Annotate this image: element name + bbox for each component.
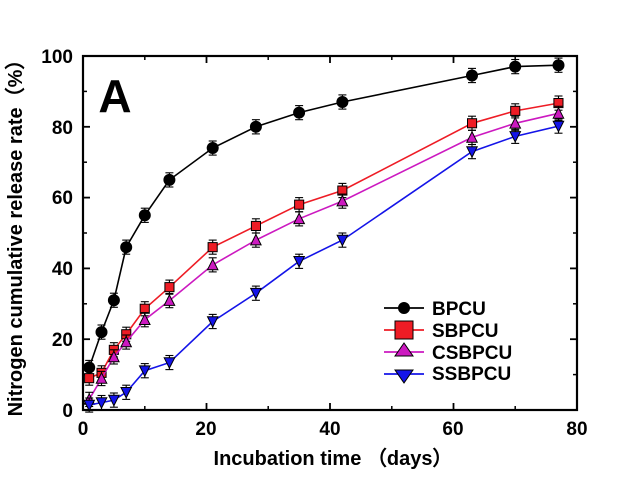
svg-text:20: 20 (52, 330, 73, 351)
svg-text:Nitrogen cumulative release ra: Nitrogen cumulative release rate（%） (4, 50, 27, 417)
svg-text:SBPCU: SBPCU (432, 321, 499, 342)
svg-text:SSBPCU: SSBPCU (432, 364, 511, 385)
svg-text:CSBPCU: CSBPCU (432, 343, 512, 364)
svg-text:60: 60 (442, 419, 463, 440)
svg-text:60: 60 (52, 188, 73, 209)
svg-text:0: 0 (62, 401, 73, 422)
svg-text:80: 80 (566, 419, 587, 440)
svg-text:40: 40 (52, 259, 73, 280)
svg-text:100: 100 (41, 47, 73, 68)
svg-text:40: 40 (319, 419, 340, 440)
svg-text:80: 80 (52, 118, 73, 139)
svg-text:BPCU: BPCU (432, 299, 486, 320)
svg-text:0: 0 (78, 419, 89, 440)
svg-text:A: A (98, 70, 131, 122)
svg-text:20: 20 (195, 419, 216, 440)
svg-text:Incubation time （days）: Incubation time （days） (214, 447, 453, 470)
